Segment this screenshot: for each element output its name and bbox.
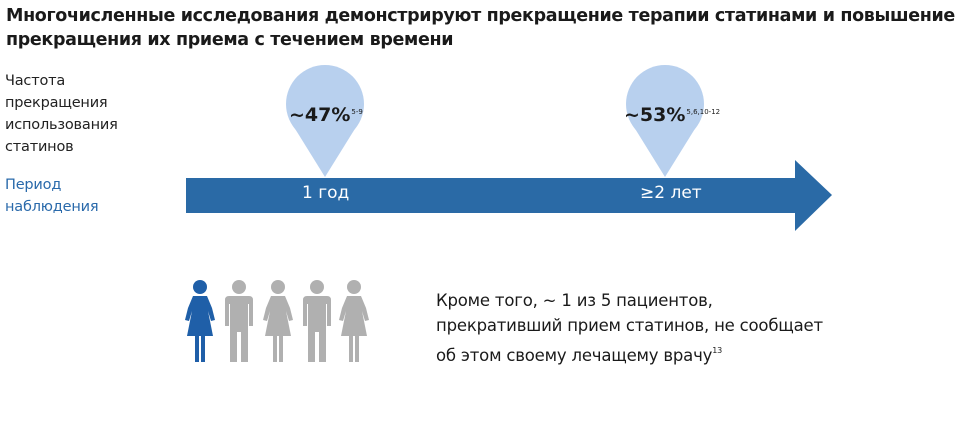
timeline-arrow-icon xyxy=(186,160,832,231)
timeline-graphic xyxy=(186,65,832,231)
map-pin-icon xyxy=(626,65,704,177)
frequency-label-line: использования xyxy=(5,117,118,133)
period-label-line: Период xyxy=(5,177,62,193)
slide-title-line-2: прекращения их приема с течением времени xyxy=(6,30,454,50)
frequency-row-label: Частота прекращения использования статин… xyxy=(5,70,118,158)
period-label-2-years: ≥2 лет xyxy=(640,183,702,203)
woman-icon xyxy=(263,280,293,362)
slide-title-line-1: Многочисленные исследования демонстрирую… xyxy=(6,6,960,26)
pin-reference: 5-9 xyxy=(351,108,363,116)
period-row-label: Период наблюдения xyxy=(5,174,99,218)
man-icon xyxy=(303,280,331,362)
note-line-text: об этом своему лечащему врачу xyxy=(436,346,713,365)
people-group xyxy=(185,280,369,362)
note-line: Кроме того, ~ 1 из 5 пациентов, xyxy=(436,291,713,310)
woman-icon xyxy=(185,280,215,362)
period-label-line: наблюдения xyxy=(5,199,99,215)
patient-note: Кроме того, ~ 1 из 5 пациентов, прекрати… xyxy=(436,288,823,368)
note-reference: 13 xyxy=(712,346,722,355)
frequency-label-line: прекращения xyxy=(5,95,108,111)
pin-value-1: ~47%5-9 xyxy=(289,104,363,126)
woman-icon xyxy=(339,280,369,362)
pin-percent: ~53% xyxy=(624,104,686,126)
pin-reference: 5,6,10-12 xyxy=(686,108,721,116)
note-line: прекративший прием статинов, не сообщает xyxy=(436,316,823,335)
note-line: об этом своему лечащему врачу13 xyxy=(436,338,823,368)
slide-title: Многочисленные исследования демонстрирую… xyxy=(6,4,960,52)
frequency-label-line: статинов xyxy=(5,139,74,155)
man-icon xyxy=(225,280,253,362)
period-label-1-year: 1 год xyxy=(302,183,350,203)
frequency-label-line: Частота xyxy=(5,73,66,89)
map-pin-icon xyxy=(286,65,364,177)
pin-value-2: ~53%5,6,10-12 xyxy=(624,104,720,126)
pin-percent: ~47% xyxy=(289,104,351,126)
